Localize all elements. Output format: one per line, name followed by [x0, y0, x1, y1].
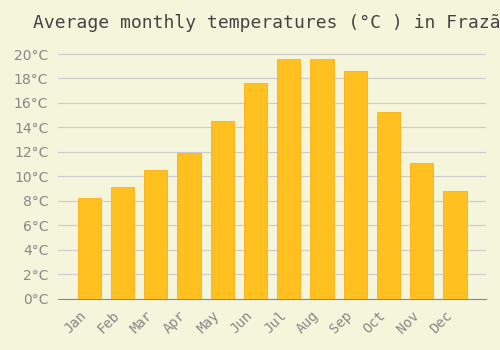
Bar [444, 191, 466, 299]
Bar [244, 83, 267, 299]
Bar [178, 153, 201, 299]
Bar [310, 59, 334, 299]
Bar [111, 187, 134, 299]
Bar [277, 59, 300, 299]
Bar [410, 163, 434, 299]
Bar [210, 121, 234, 299]
Bar [377, 112, 400, 299]
Bar [344, 71, 367, 299]
Title: Average monthly temperatures (°C ) in Frazão: Average monthly temperatures (°C ) in Fr… [33, 14, 500, 32]
Bar [78, 198, 101, 299]
Bar [144, 170, 168, 299]
